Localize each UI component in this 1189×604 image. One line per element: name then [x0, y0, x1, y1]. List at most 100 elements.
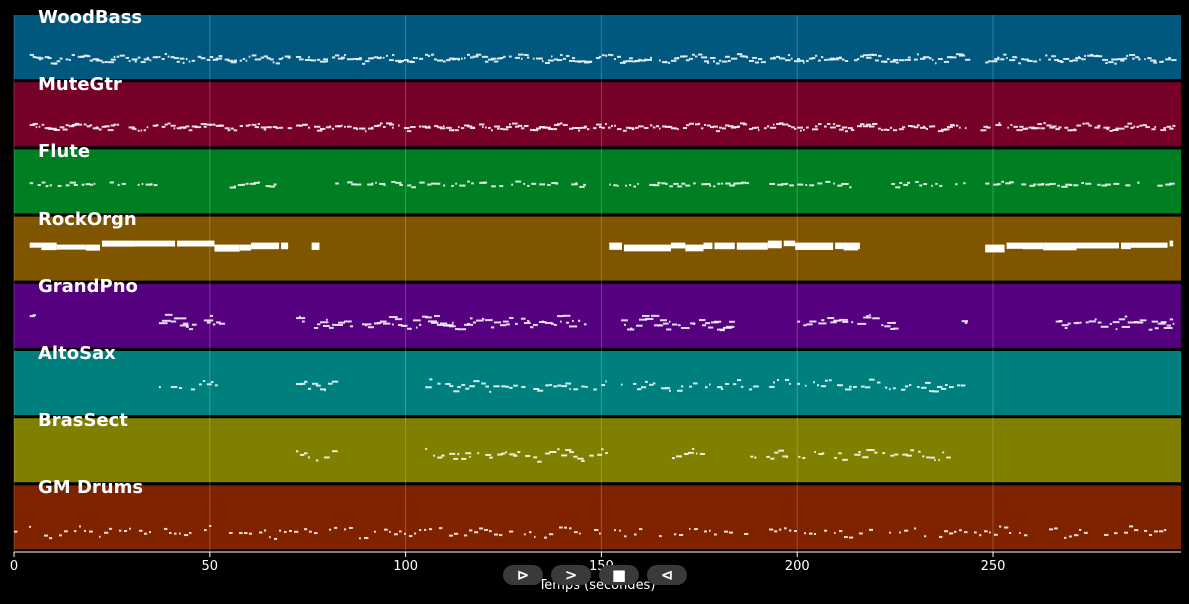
- note: [752, 385, 759, 388]
- note: [367, 57, 372, 60]
- note: [937, 130, 944, 133]
- note: [884, 325, 891, 328]
- note: [682, 127, 688, 130]
- note: [670, 242, 686, 249]
- note: [454, 532, 459, 535]
- note: [581, 385, 585, 388]
- note: [131, 127, 136, 130]
- note: [370, 57, 375, 60]
- note: [257, 122, 260, 125]
- note: [577, 457, 584, 460]
- note: [134, 60, 137, 63]
- note: [209, 123, 212, 126]
- note: [619, 61, 626, 64]
- note: [1169, 318, 1174, 321]
- note: [85, 183, 91, 186]
- note: [1096, 54, 1099, 57]
- note: [295, 383, 303, 386]
- note: [337, 321, 345, 324]
- note: [316, 129, 323, 132]
- note: [212, 123, 216, 126]
- play-forward-button[interactable]: ⊳: [503, 565, 543, 585]
- note: [601, 54, 605, 57]
- note: [580, 60, 587, 63]
- note: [638, 318, 648, 321]
- note: [920, 386, 927, 389]
- note: [797, 320, 801, 323]
- note: [212, 323, 216, 326]
- note: [421, 125, 427, 128]
- stop-button[interactable]: ■: [599, 565, 639, 585]
- note: [719, 329, 725, 332]
- note: [778, 122, 784, 125]
- note: [505, 385, 510, 388]
- note: [1113, 182, 1120, 185]
- note: [728, 320, 735, 323]
- note: [924, 381, 931, 384]
- note: [770, 457, 775, 460]
- note: [361, 62, 366, 65]
- note: [1099, 55, 1103, 58]
- note: [92, 58, 99, 61]
- note: [679, 55, 685, 58]
- note: [409, 535, 413, 538]
- note: [828, 379, 832, 382]
- note: [140, 129, 143, 132]
- note: [121, 182, 126, 185]
- note: [68, 58, 71, 61]
- note: [717, 182, 721, 185]
- note: [682, 55, 688, 58]
- note: [718, 59, 722, 62]
- note: [457, 453, 460, 456]
- note: [1137, 181, 1140, 184]
- note: [527, 184, 530, 187]
- note: [521, 385, 526, 388]
- note: [1058, 320, 1063, 323]
- note: [616, 128, 622, 131]
- note: [679, 455, 682, 458]
- note: [514, 322, 518, 325]
- note: [198, 383, 202, 386]
- note: [664, 61, 668, 64]
- note: [916, 53, 919, 56]
- note: [1081, 58, 1086, 61]
- note: [983, 125, 989, 128]
- note: [784, 378, 790, 381]
- note: [739, 55, 745, 58]
- note: [457, 386, 461, 389]
- note: [457, 126, 460, 129]
- note: [485, 453, 492, 456]
- note: [1085, 321, 1089, 324]
- note: [883, 128, 888, 131]
- note: [161, 319, 171, 322]
- note: [733, 182, 739, 185]
- note: [805, 184, 808, 187]
- note: [781, 123, 789, 126]
- note: [814, 450, 817, 453]
- note: [29, 525, 32, 528]
- note: [209, 525, 212, 528]
- note: [524, 533, 526, 536]
- note: [1037, 123, 1042, 126]
- note: [559, 320, 562, 323]
- note: [607, 126, 611, 129]
- note: [509, 530, 514, 533]
- note: [1007, 126, 1009, 129]
- note: [853, 59, 858, 62]
- note: [93, 182, 96, 185]
- note: [1081, 181, 1084, 184]
- note: [1022, 242, 1044, 250]
- note: [708, 383, 711, 386]
- note: [665, 328, 672, 331]
- note: [370, 126, 374, 129]
- note: [547, 128, 552, 131]
- note: [64, 530, 68, 533]
- note: [191, 59, 196, 62]
- note: [1165, 183, 1172, 186]
- note: [793, 127, 797, 130]
- note: [1150, 59, 1157, 62]
- forward-button[interactable]: >: [551, 565, 591, 585]
- play-backward-button[interactable]: ⊲: [647, 565, 687, 585]
- note: [499, 57, 504, 60]
- note: [635, 324, 643, 327]
